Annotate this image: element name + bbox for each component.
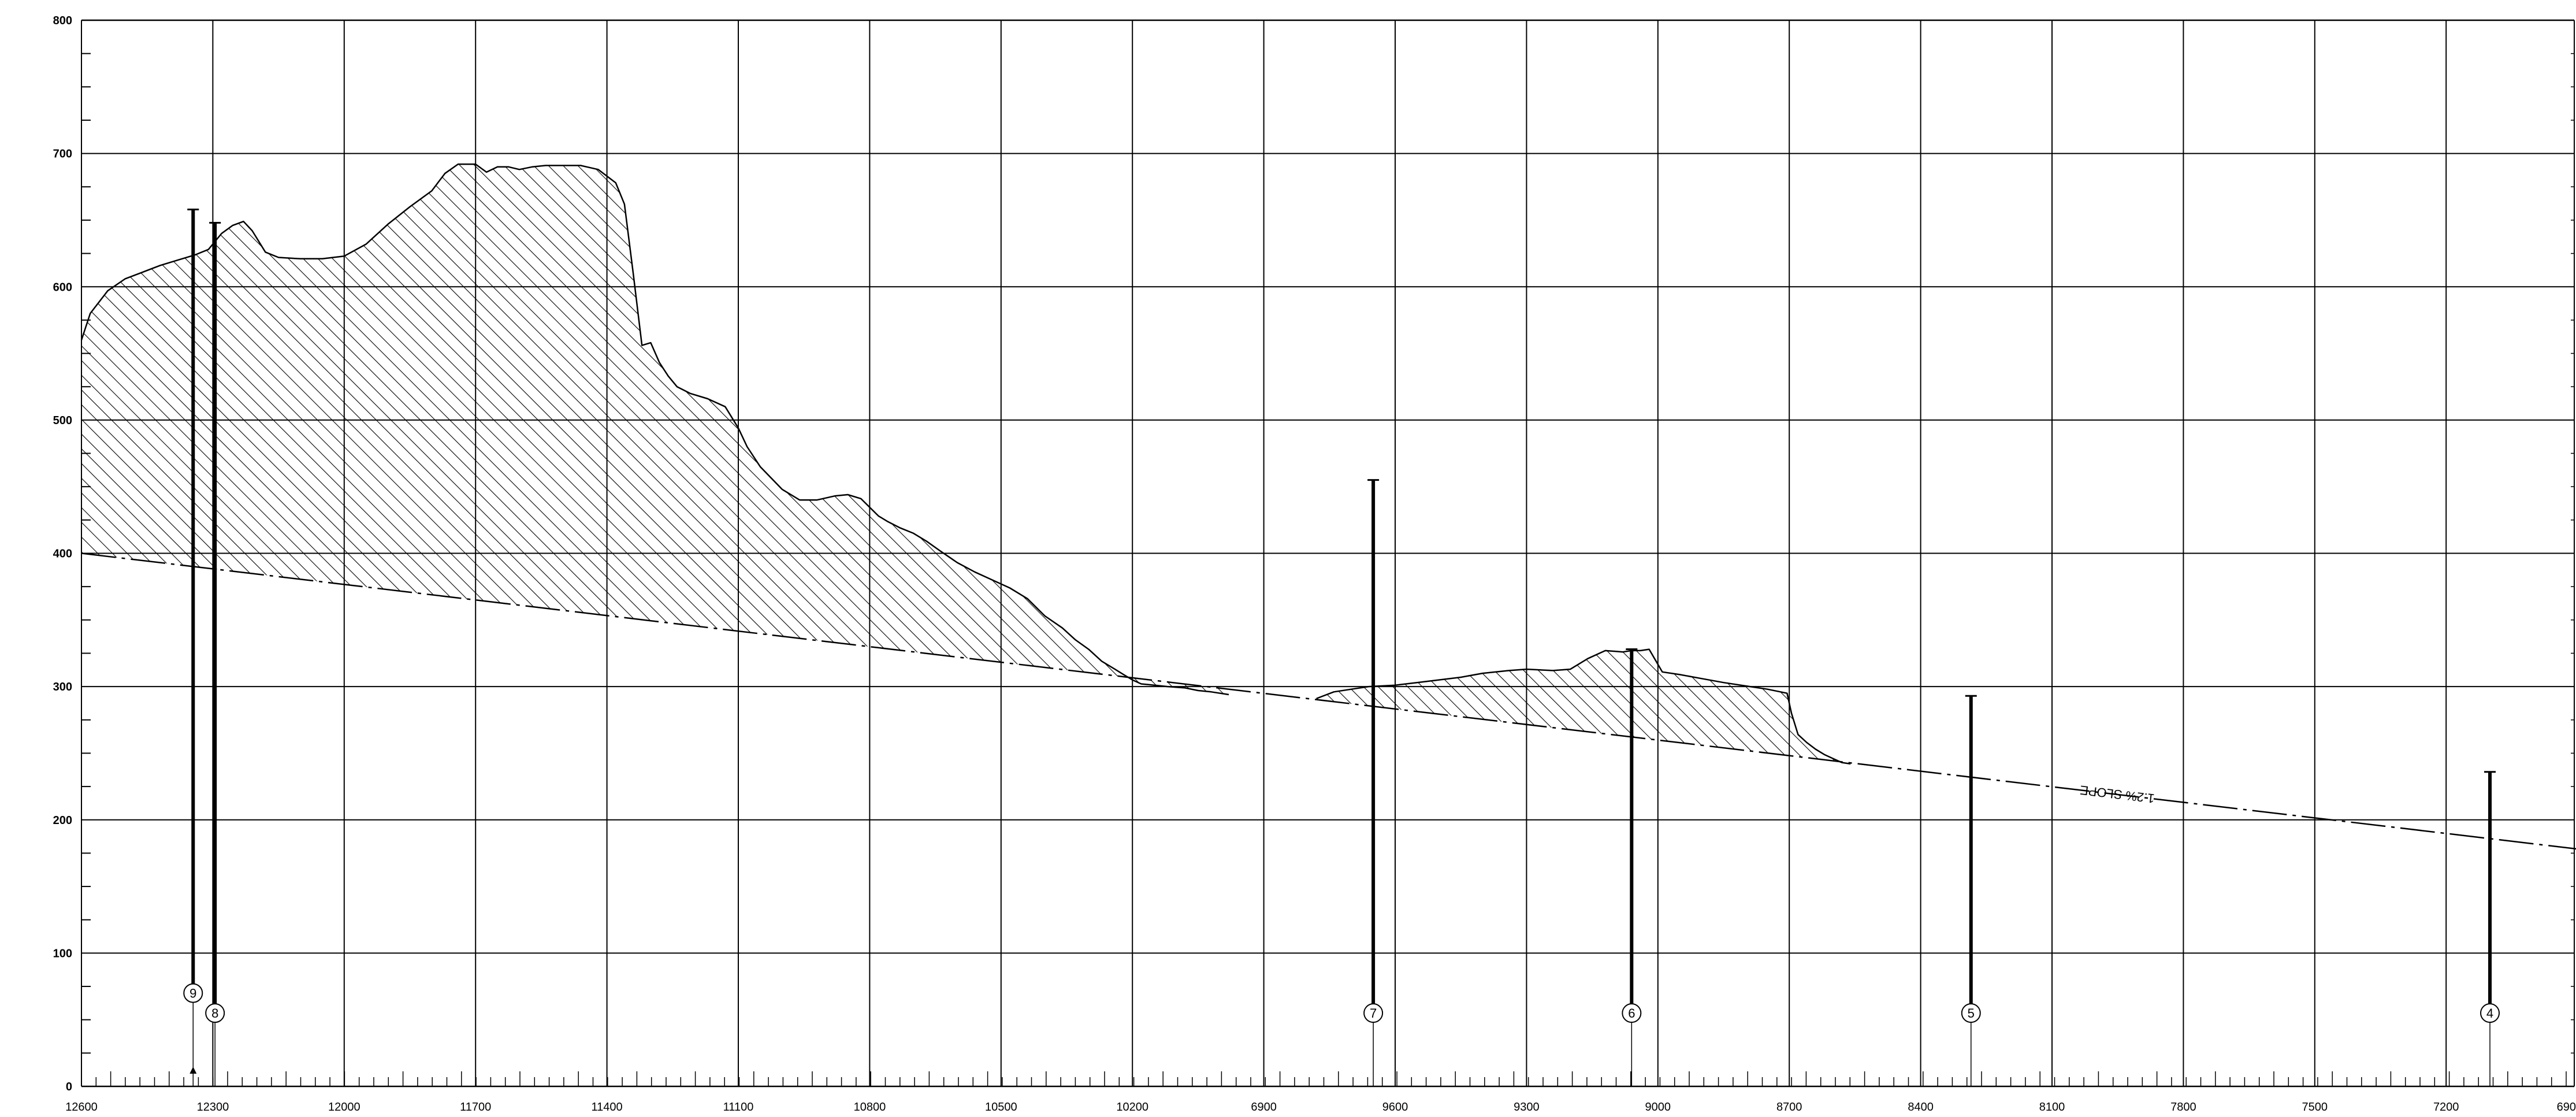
- borehole-9-label: 9: [189, 986, 196, 1001]
- borehole-8-label: 8: [211, 1006, 218, 1020]
- x-tick-label: 11100: [723, 1101, 754, 1114]
- x-tick-label: 9300: [1514, 1101, 1540, 1114]
- y-tick-label: 700: [53, 148, 72, 161]
- borehole-4-label: 4: [2486, 1006, 2493, 1020]
- x-tick-label: 7800: [2170, 1101, 2196, 1114]
- minor-ticks: [81, 1071, 2567, 1086]
- slope-label: 1.2% SLOPE: [2079, 783, 2155, 806]
- y-tick-label: 500: [53, 414, 72, 427]
- borehole-4-marker: [2480, 1003, 2500, 1023]
- x-tick-label: 690: [2557, 1101, 2576, 1114]
- x-tick-label: 8100: [2039, 1101, 2065, 1114]
- x-tick-label: 8700: [1776, 1101, 1802, 1114]
- borehole-6-label: 6: [1628, 1006, 1635, 1020]
- borehole-5-marker: [1961, 1003, 1981, 1023]
- x-tick-label: 12300: [197, 1101, 229, 1114]
- cut-areas: [80, 163, 1851, 765]
- x-tick-label: 10200: [1116, 1101, 1148, 1114]
- borehole-9-marker: [183, 983, 203, 1003]
- y-tick-label: 400: [53, 548, 72, 561]
- y-tick-label: 200: [53, 814, 72, 827]
- y-tick-label: 300: [53, 681, 72, 693]
- borehole-7-label: 7: [1370, 1006, 1377, 1020]
- ground-profile-2-outline: [1316, 648, 1851, 765]
- boreholes: 9 8 7 6 5 4: [183, 208, 2500, 1086]
- borehole-7-marker: [1363, 1003, 1384, 1023]
- x-tick-label: 10500: [985, 1101, 1017, 1114]
- station-arrow: [189, 1067, 197, 1074]
- borehole-6-marker: [1622, 1003, 1642, 1023]
- y-tick-label: 600: [53, 281, 72, 294]
- slope-line-group: 1.2% SLOPE: [81, 552, 2576, 850]
- x-tick-label: 8400: [1908, 1101, 1934, 1114]
- x-tick-label: 9600: [1382, 1101, 1408, 1114]
- x-tick-label: 7200: [2433, 1101, 2459, 1114]
- x-tick-label: 11700: [460, 1101, 491, 1114]
- y-tick-label: 800: [53, 14, 72, 27]
- ground-profile-2-hatch: [1316, 649, 1851, 764]
- ground-profile-1-hatch: [81, 164, 1229, 695]
- borehole-8-marker: [205, 1003, 225, 1023]
- ground-profile-1-outline: [80, 163, 1229, 696]
- x-tick-label: 10800: [854, 1101, 886, 1114]
- x-tick-label: 6900: [1251, 1101, 1277, 1114]
- x-tick-label: 11400: [592, 1101, 623, 1114]
- x-tick-label: 7500: [2302, 1101, 2328, 1114]
- slope-line: [81, 552, 2576, 850]
- y-tick-label: 0: [66, 1081, 72, 1093]
- x-tick-label: 9000: [1645, 1101, 1671, 1114]
- x-tick-label: 12600: [65, 1101, 98, 1114]
- y-tick-label: 100: [53, 947, 72, 960]
- borehole-5-label: 5: [1968, 1006, 1975, 1020]
- axis-labels: 0 100 200 300 400 500 600 700 800 12600 12300 12000…: [53, 14, 2576, 1114]
- x-tick-label: 12000: [328, 1101, 360, 1114]
